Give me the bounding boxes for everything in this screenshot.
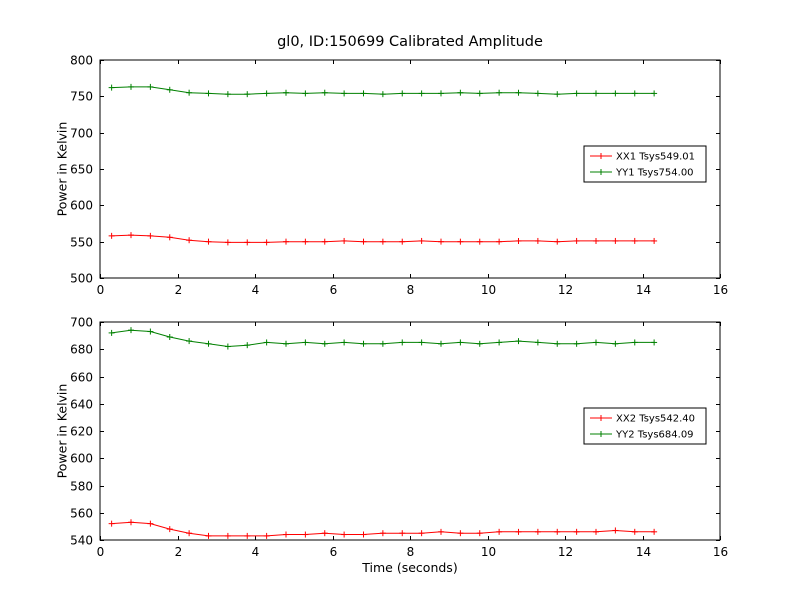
bottom-y-tick-label: 600 [70, 452, 93, 466]
top-y-tick-label: 750 [70, 90, 93, 104]
top-x-tick-label: 2 [175, 283, 183, 297]
top-x-tick-label: 4 [252, 283, 260, 297]
bottom-x-tick-label: 2 [175, 545, 183, 559]
top-x-tick-label: 6 [330, 283, 338, 297]
top-y-tick-label: 700 [70, 127, 93, 141]
bottom-y-tick-label: 620 [70, 425, 93, 439]
bottom-x-tick-label: 6 [330, 545, 338, 559]
chart-title: gl0, ID:150699 Calibrated Amplitude [277, 34, 543, 50]
bottom-y-tick-label: 540 [70, 534, 93, 548]
top-legend-box [583, 145, 707, 183]
bottom-legend-label: XX2 Tsys542.40 [616, 414, 695, 425]
bottom-x-tick-label: 10 [481, 545, 496, 559]
top-legend-label: XX1 Tsys549.01 [616, 152, 695, 163]
top-x-tick-label: 12 [558, 283, 573, 297]
top-y-tick-label: 500 [70, 272, 93, 286]
bottom-x-tick-label: 8 [407, 545, 415, 559]
y-axis-label-top: Power in Kelvin [54, 121, 70, 217]
top-x-tick-label: 10 [481, 283, 496, 297]
top-y-tick-label: 650 [70, 163, 93, 177]
bottom-x-tick-label: 14 [636, 545, 651, 559]
bottom-legend-box [583, 407, 707, 445]
bottom-x-tick-label: 4 [252, 545, 260, 559]
bottom-x-tick-label: 0 [97, 545, 105, 559]
y-axis-label-bottom: Power in Kelvin [54, 383, 70, 479]
top-y-tick-label: 550 [70, 236, 93, 250]
x-axis-label: Time (seconds) [362, 560, 458, 575]
bottom-y-tick-label: 580 [70, 480, 93, 494]
top-y-tick-label: 600 [70, 199, 93, 213]
bottom-y-tick-label: 680 [70, 343, 93, 357]
bottom-y-tick-label: 660 [70, 371, 93, 385]
top-legend-label: YY1 Tsys754.00 [615, 168, 694, 179]
bottom-y-tick-label: 700 [70, 316, 93, 330]
bottom-y-tick-label: 560 [70, 507, 93, 521]
top-y-tick-label: 800 [70, 54, 93, 68]
top-x-tick-label: 16 [713, 283, 728, 297]
top-x-tick-label: 14 [636, 283, 651, 297]
bottom-legend-label: YY2 Tsys684.09 [615, 430, 694, 441]
bottom-y-tick-label: 640 [70, 398, 93, 412]
bottom-x-tick-label: 12 [558, 545, 573, 559]
top-x-tick-label: 0 [97, 283, 105, 297]
bottom-x-tick-label: 16 [713, 545, 728, 559]
top-x-tick-label: 8 [407, 283, 415, 297]
